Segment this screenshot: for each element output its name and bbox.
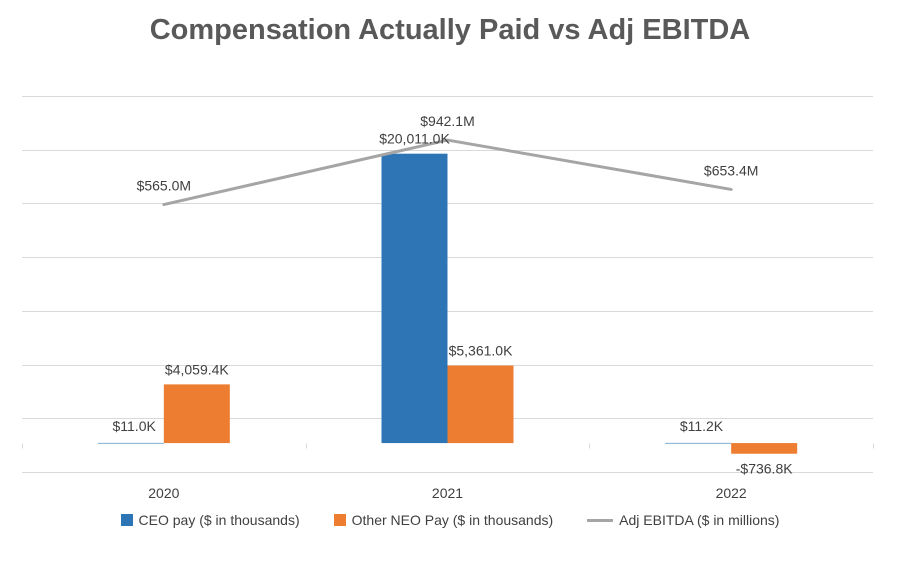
data-label-ceo-pay-in-thousands-2021: $20,011.0K <box>379 131 450 147</box>
legend-label-adj-ebitda: Adj EBITDA ($ in millions) <box>619 512 779 528</box>
legend-item-ceo-pay: CEO pay ($ in thousands) <box>121 512 300 528</box>
legend-swatch-adj-ebitda <box>587 519 613 522</box>
data-label-adj-ebitda-2021: $942.1M <box>420 113 474 129</box>
legend-item-other-neo-pay: Other NEO Pay ($ in thousands) <box>334 512 554 528</box>
data-label-adj-ebitda-2022: $653.4M <box>704 162 758 178</box>
chart-plot: $11.0K $20,011.0K $11.2K $4,059.4K $5,361.0K… <box>0 0 900 564</box>
data-label-ceo-pay-in-thousands-2020: $11.0K <box>112 418 156 434</box>
data-label-other-neo-pay-in-thousands-2020: $4,059.4K <box>165 361 229 377</box>
x-tick-label-2022: 2022 <box>716 485 747 501</box>
data-label-adj-ebitda-2020: $565.0M <box>137 178 191 194</box>
legend: CEO pay ($ in thousands) Other NEO Pay (… <box>0 512 900 528</box>
bar-ceo-pay-in-thousands-2021 <box>382 154 448 443</box>
bar-ceo-pay-in-thousands-2020 <box>98 443 164 444</box>
x-tick-label-2021: 2021 <box>432 485 463 501</box>
data-label-other-neo-pay-in-thousands-2021: $5,361.0K <box>449 343 513 359</box>
legend-label-ceo-pay: CEO pay ($ in thousands) <box>139 512 300 528</box>
bar-ceo-pay-in-thousands-2022 <box>665 443 731 444</box>
legend-item-adj-ebitda: Adj EBITDA ($ in millions) <box>587 512 779 528</box>
bar-other-neo-pay-in-thousands-2020 <box>164 384 230 443</box>
bar-other-neo-pay-in-thousands-2022 <box>731 443 797 454</box>
bar-other-neo-pay-in-thousands-2021 <box>448 366 514 444</box>
data-label-ceo-pay-in-thousands-2022: $11.2K <box>680 418 724 434</box>
legend-swatch-ceo-pay <box>121 514 133 526</box>
data-label-other-neo-pay-in-thousands-2022: -$736.8K <box>736 461 793 477</box>
x-tick-label-2020: 2020 <box>148 485 179 501</box>
legend-label-other-neo-pay: Other NEO Pay ($ in thousands) <box>352 512 554 528</box>
bars <box>98 154 797 454</box>
x-axis-ticks: 2020 2021 2022 <box>148 485 747 501</box>
legend-swatch-other-neo-pay <box>334 514 346 526</box>
